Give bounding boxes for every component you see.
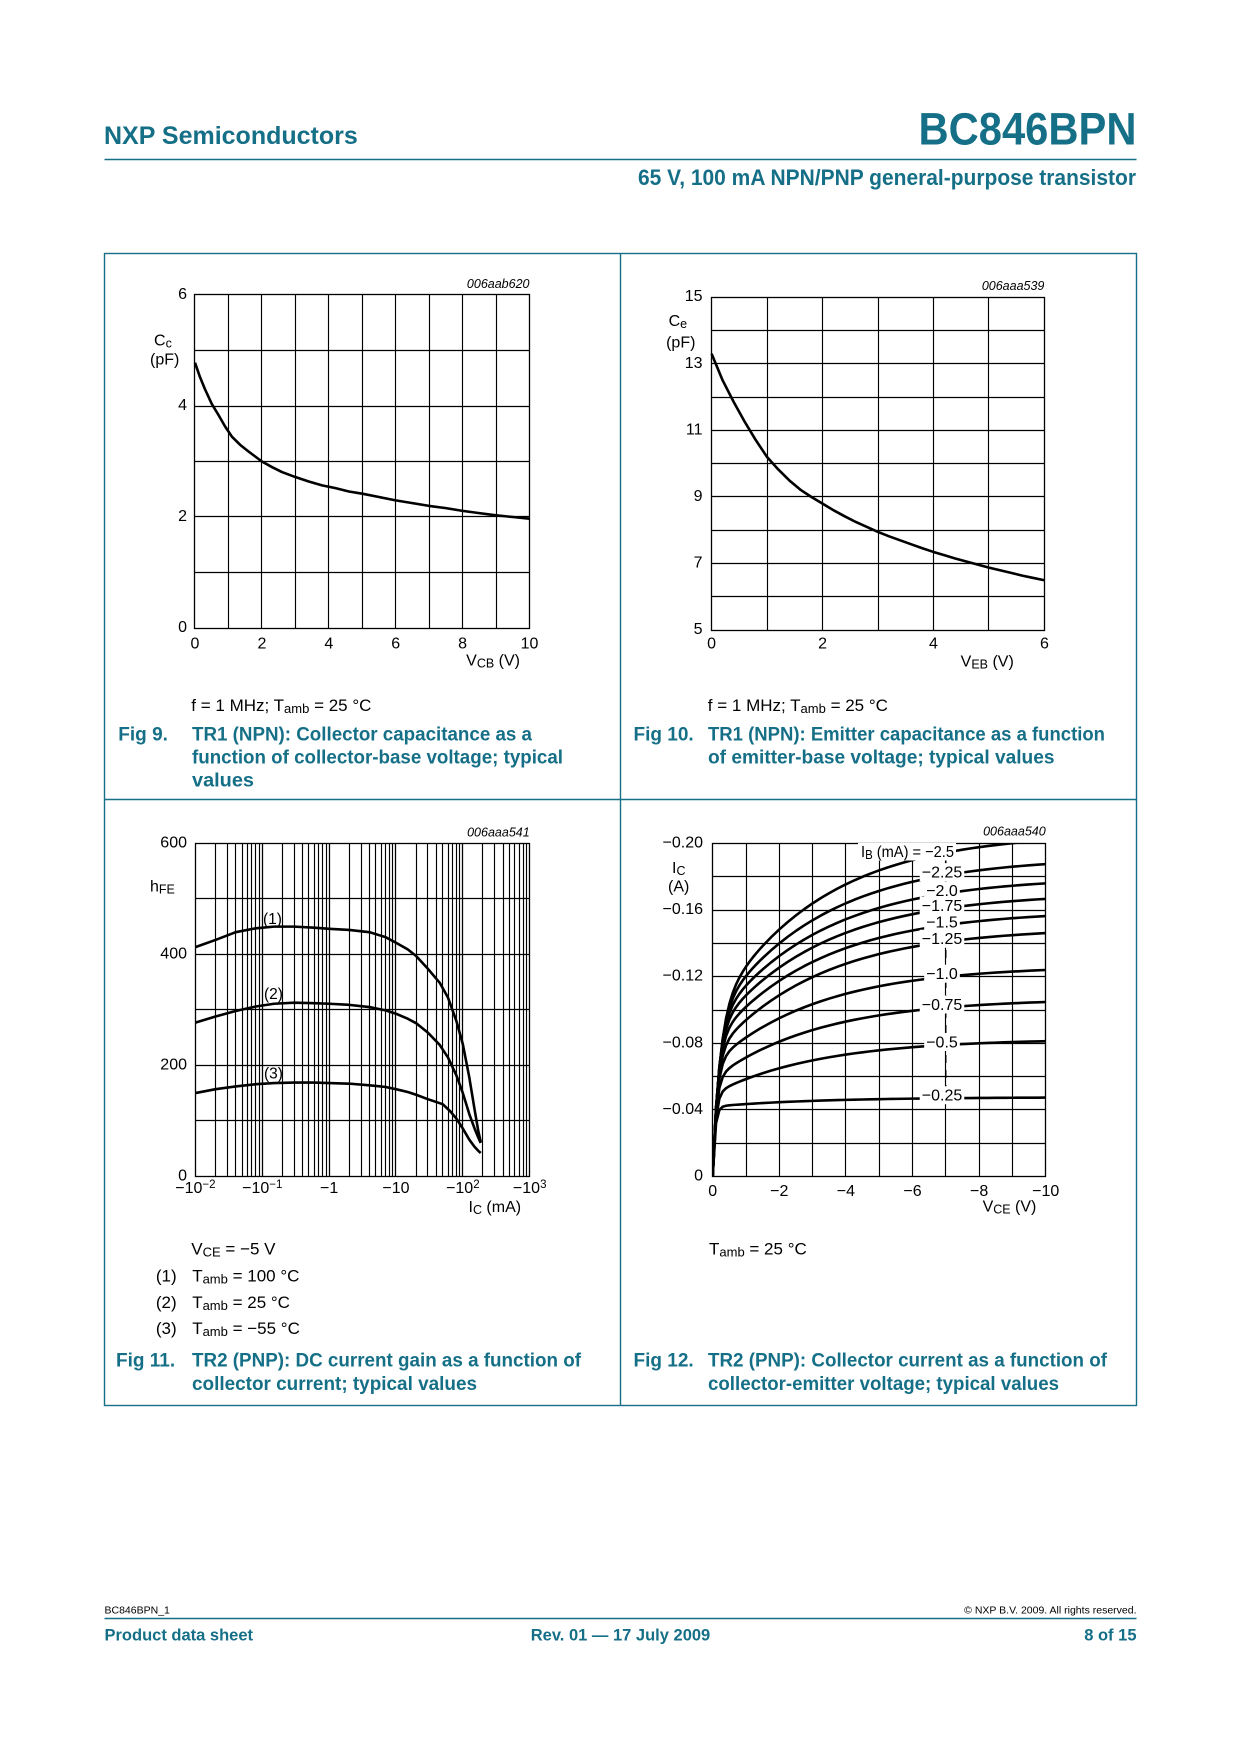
svg-text:−0.25: −0.25: [922, 1088, 963, 1105]
svg-text:4: 4: [178, 397, 187, 414]
svg-text:(2): (2): [156, 1293, 177, 1312]
svg-text:200: 200: [160, 1056, 187, 1073]
svg-text:11: 11: [686, 421, 703, 438]
svg-text:Tamb = 25 °C: Tamb = 25 °C: [192, 1293, 290, 1313]
svg-text:−0.04: −0.04: [663, 1101, 704, 1118]
svg-text:7: 7: [694, 555, 703, 572]
svg-text:6: 6: [178, 286, 187, 303]
svg-text:9: 9: [694, 488, 703, 505]
svg-text:−1.5: −1.5: [926, 915, 958, 932]
svg-text:(3): (3): [264, 1066, 283, 1083]
svg-text:Fig 11.: Fig 11.: [116, 1351, 175, 1372]
svg-text:Fig 10.: Fig 10.: [634, 725, 694, 746]
svg-text:−4: −4: [837, 1183, 855, 1200]
svg-text:(pF): (pF): [150, 351, 179, 368]
svg-text:IC (mA): IC (mA): [469, 1199, 522, 1217]
svg-text:−6: −6: [903, 1183, 921, 1200]
svg-text:8: 8: [458, 636, 467, 653]
svg-text:−2.25: −2.25: [922, 865, 963, 882]
svg-text:006aaa541: 006aaa541: [467, 825, 530, 839]
svg-text:0: 0: [694, 1168, 703, 1185]
svg-text:VEB (V): VEB (V): [961, 654, 1014, 672]
svg-text:(2): (2): [264, 986, 283, 1003]
svg-text:0: 0: [178, 1167, 187, 1184]
svg-text:f = 1 MHz; Tamb = 25 °C: f = 1 MHz; Tamb = 25 °C: [191, 696, 371, 716]
svg-text:TR1 (NPN): Collector capacitan: TR1 (NPN): Collector capacitance as a: [192, 725, 532, 746]
svg-text:TR1 (NPN): Emitter capacitance: TR1 (NPN): Emitter capacitance as a func…: [708, 725, 1105, 746]
svg-text:© NXP B.V. 2009. All rights re: © NXP B.V. 2009. All rights reserved.: [964, 1604, 1136, 1616]
svg-text:0: 0: [707, 636, 716, 653]
svg-text:Fig 12.: Fig 12.: [634, 1351, 694, 1372]
svg-text:400: 400: [160, 945, 187, 962]
svg-text:of emitter-base voltage; typic: of emitter-base voltage; typical values: [708, 748, 1055, 769]
svg-text:BC846BPN_1: BC846BPN_1: [105, 1604, 171, 1616]
svg-text:function of collector-base vol: function of collector-base voltage; typi…: [192, 748, 563, 769]
svg-text:collector current; typical val: collector current; typical values: [192, 1374, 477, 1395]
svg-text:−0.16: −0.16: [663, 901, 704, 918]
svg-text:0: 0: [191, 636, 200, 653]
svg-text:Rev. 01 — 17 July 2009: Rev. 01 — 17 July 2009: [531, 1626, 710, 1644]
svg-text:6: 6: [1040, 636, 1049, 653]
svg-text:−103: −103: [513, 1179, 547, 1197]
svg-text:(1): (1): [263, 911, 282, 928]
svg-text:−0.5: −0.5: [926, 1034, 958, 1051]
svg-text:2: 2: [178, 508, 187, 525]
svg-text:Tamb = 100 °C: Tamb = 100 °C: [192, 1267, 299, 1287]
svg-text:(3): (3): [156, 1319, 177, 1338]
svg-text:Ce: Ce: [669, 313, 688, 331]
svg-text:hFE: hFE: [150, 879, 175, 897]
svg-text:TR2 (PNP): DC current gain as: TR2 (PNP): DC current gain as a function…: [192, 1351, 582, 1372]
svg-text:(A): (A): [668, 878, 689, 895]
svg-text:−1: −1: [320, 1180, 338, 1197]
svg-text:2: 2: [818, 636, 827, 653]
svg-text:15: 15: [685, 288, 703, 305]
svg-text:0: 0: [708, 1183, 717, 1200]
svg-text:TR2 (PNP): Collector current a: TR2 (PNP): Collector current as a functi…: [708, 1351, 1108, 1372]
svg-text:−1.0: −1.0: [926, 966, 958, 983]
svg-text:collector-emitter voltage; typ: collector-emitter voltage; typical value…: [708, 1374, 1059, 1395]
svg-text:0: 0: [178, 619, 187, 636]
svg-text:4: 4: [324, 636, 333, 653]
svg-text:8 of 15: 8 of 15: [1084, 1626, 1136, 1644]
svg-text:−2: −2: [770, 1183, 788, 1200]
svg-text:Tamb = 25 °C: Tamb = 25 °C: [709, 1239, 807, 1259]
svg-text:−0.75: −0.75: [922, 997, 963, 1014]
svg-text:Fig 9.: Fig 9.: [118, 725, 168, 746]
svg-text:−1.25: −1.25: [922, 931, 963, 948]
svg-text:(1): (1): [156, 1267, 177, 1286]
svg-text:VCE (V): VCE (V): [983, 1199, 1037, 1217]
svg-text:006aaa540: 006aaa540: [983, 825, 1046, 839]
svg-text:BC846BPN: BC846BPN: [919, 104, 1137, 155]
svg-text:−102: −102: [446, 1179, 480, 1197]
svg-text:4: 4: [929, 636, 938, 653]
svg-text:6: 6: [391, 636, 400, 653]
svg-text:−0.20: −0.20: [663, 835, 704, 852]
svg-text:13: 13: [685, 355, 703, 372]
svg-text:2: 2: [257, 636, 266, 653]
svg-text:Product data sheet: Product data sheet: [105, 1626, 254, 1644]
svg-text:−8: −8: [970, 1183, 988, 1200]
svg-text:−1.75: −1.75: [922, 898, 963, 915]
svg-text:IC: IC: [672, 860, 685, 878]
svg-text:IB (mA) = −2.5: IB (mA) = −2.5: [861, 844, 954, 862]
svg-text:65 V, 100 mA NPN/PNP general-p: 65 V, 100 mA NPN/PNP general-purpose tra…: [638, 165, 1136, 190]
svg-text:600: 600: [160, 834, 187, 851]
svg-text:006aaa539: 006aaa539: [982, 279, 1045, 293]
svg-text:−10: −10: [1032, 1183, 1059, 1200]
svg-text:−2.0: −2.0: [926, 883, 958, 900]
svg-text:VCE = −5 V: VCE = −5 V: [191, 1239, 276, 1259]
svg-text:Tamb = −55 °C: Tamb = −55 °C: [192, 1319, 300, 1339]
svg-text:VCB (V): VCB (V): [466, 653, 520, 671]
svg-text:Cc: Cc: [154, 332, 172, 350]
svg-text:NXP Semiconductors: NXP Semiconductors: [104, 122, 358, 150]
svg-text:−0.12: −0.12: [663, 968, 704, 985]
svg-text:f = 1 MHz; Tamb = 25 °C: f = 1 MHz; Tamb = 25 °C: [708, 696, 888, 716]
svg-text:(pF): (pF): [666, 334, 695, 351]
svg-text:006aab620: 006aab620: [467, 277, 530, 291]
svg-text:5: 5: [694, 621, 703, 638]
svg-text:10: 10: [521, 636, 539, 653]
svg-text:values: values: [192, 771, 254, 792]
svg-text:−10: −10: [382, 1180, 409, 1197]
svg-text:−0.08: −0.08: [663, 1034, 704, 1051]
